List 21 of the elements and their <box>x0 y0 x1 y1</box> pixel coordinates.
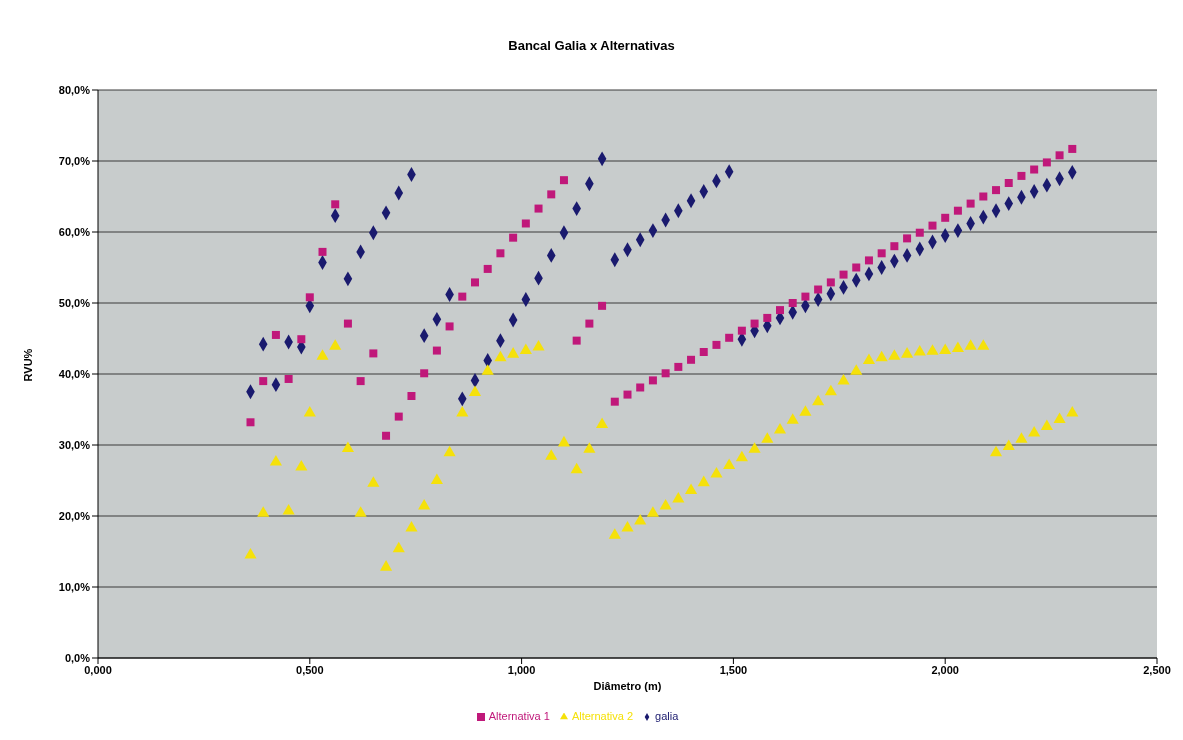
y-tick-label: 40,0% <box>58 367 91 380</box>
x-tick-label: 2,500 <box>1143 663 1171 676</box>
y-tick-label: 20,0% <box>58 509 91 522</box>
y-tick-label: 50,0% <box>58 296 91 309</box>
x-tick-label: 0,000 <box>84 663 112 676</box>
y-axis-title: RVU% <box>22 348 34 382</box>
x-tick-label: 1,000 <box>507 663 536 676</box>
legend-label: Alternativa 2 <box>571 710 634 722</box>
x-tick-label: 2,000 <box>931 663 959 676</box>
y-tick-label: 10,0% <box>58 580 91 593</box>
chart-title: Bancal Galia x Alternativas <box>507 38 676 53</box>
legend-label: galia <box>655 710 679 722</box>
legend-label: Alternativa 1 <box>488 710 550 722</box>
y-tick-label: 0,0% <box>64 651 91 664</box>
x-axis-title: Diâmetro (m) <box>593 680 662 692</box>
y-tick-label: 60,0% <box>58 225 91 238</box>
y-tick-label: 80,0% <box>58 83 91 96</box>
y-tick-label: 30,0% <box>58 438 91 451</box>
y-tick-label: 70,0% <box>58 154 91 167</box>
x-tick-label: 0,500 <box>296 663 324 676</box>
x-tick-label: 1,500 <box>719 663 748 676</box>
